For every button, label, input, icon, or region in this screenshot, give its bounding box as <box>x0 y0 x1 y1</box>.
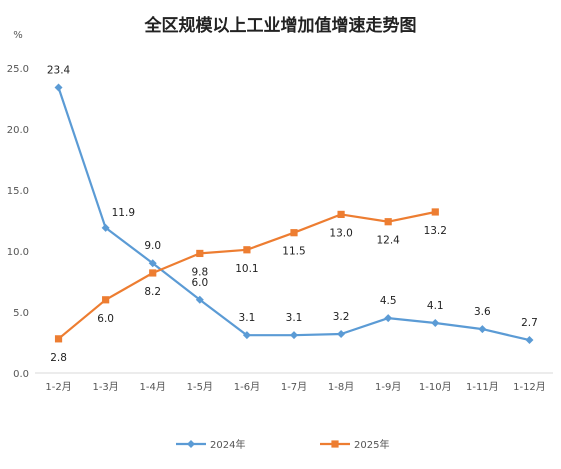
y-tick-label: 10.0 <box>7 247 29 258</box>
data-point <box>384 218 392 226</box>
data-labels: 23.4 11.9 9.0 6.0 3.1 3.1 3.2 4.5 4.1 3.6 2.7 2.8 6.… <box>47 65 538 364</box>
data-point <box>54 83 63 92</box>
data-label: 8.2 <box>144 286 161 298</box>
data-label: 2.8 <box>50 352 67 364</box>
data-label: 9.8 <box>191 266 208 278</box>
axes: 0.0 5.0 10.0 15.0 20.0 25.0 1-2月 1-3月 1-4月 1-5月 1-… <box>7 64 553 393</box>
legend-item: 2025年 <box>320 438 389 451</box>
data-label: 13.0 <box>329 227 352 239</box>
x-tick-label: 1-11月 <box>466 381 499 393</box>
x-tick-label: 1-3月 <box>92 381 118 393</box>
data-point <box>54 335 63 343</box>
x-tick-label: 1-2月 <box>45 381 71 393</box>
legend-label: 2025年 <box>354 438 389 451</box>
data-label: 4.1 <box>427 300 444 312</box>
data-label: 9.0 <box>144 240 161 252</box>
data-label: 13.2 <box>424 225 447 237</box>
data-label: 11.9 <box>112 207 135 219</box>
y-axis-unit-label: % <box>13 30 23 41</box>
data-label: 23.4 <box>47 65 71 77</box>
data-point <box>148 259 157 268</box>
y-tick-label: 5.0 <box>13 308 29 319</box>
data-label: 3.6 <box>474 306 491 318</box>
legend: 2024年 2025年 <box>176 438 389 451</box>
data-point <box>195 295 204 304</box>
data-point <box>243 246 251 254</box>
data-label: 3.2 <box>333 311 350 323</box>
series-2 <box>54 208 439 343</box>
data-point <box>431 208 439 216</box>
data-label: 10.1 <box>235 263 258 275</box>
legend-marker <box>187 440 195 448</box>
data-label: 11.5 <box>282 246 305 258</box>
chart-title: 全区规模以上工业增加值增速走势图 <box>144 15 417 36</box>
data-point <box>101 223 110 232</box>
series-group <box>54 83 534 345</box>
x-tick-label: 1-8月 <box>328 381 354 393</box>
data-point <box>242 331 251 340</box>
legend-marker <box>331 440 339 448</box>
x-tick-label: 1-12月 <box>513 381 546 393</box>
y-tick-label: 0.0 <box>13 369 29 380</box>
data-point <box>290 331 298 340</box>
data-point <box>337 329 346 338</box>
series-1 <box>54 83 534 345</box>
x-tick-label: 1-10月 <box>419 381 452 393</box>
data-point <box>149 269 157 277</box>
y-tick-label: 20.0 <box>7 125 29 136</box>
data-point <box>478 325 487 334</box>
data-label: 3.1 <box>239 312 256 324</box>
data-point <box>431 318 440 327</box>
x-tick-label: 1-6月 <box>234 381 260 393</box>
data-label: 6.0 <box>97 313 114 325</box>
y-tick-label: 25.0 <box>7 64 29 75</box>
legend-label: 2024年 <box>210 438 245 451</box>
data-point <box>337 210 345 218</box>
data-label: 4.5 <box>380 295 397 307</box>
x-tick-label: 1-7月 <box>281 381 307 393</box>
data-point <box>102 296 110 304</box>
legend-item: 2024年 <box>176 438 245 451</box>
data-point <box>525 336 534 345</box>
data-point <box>384 314 393 323</box>
data-label: 2.7 <box>521 317 538 329</box>
y-tick-label: 15.0 <box>7 186 29 197</box>
data-label: 6.0 <box>191 277 208 289</box>
data-label: 12.4 <box>376 235 400 247</box>
data-point <box>290 229 298 237</box>
data-point <box>196 249 204 258</box>
x-tick-label: 1-4月 <box>140 381 166 393</box>
x-tick-label: 1-9月 <box>375 381 401 393</box>
data-label: 3.1 <box>286 312 303 324</box>
x-tick-label: 1-5月 <box>187 381 213 393</box>
